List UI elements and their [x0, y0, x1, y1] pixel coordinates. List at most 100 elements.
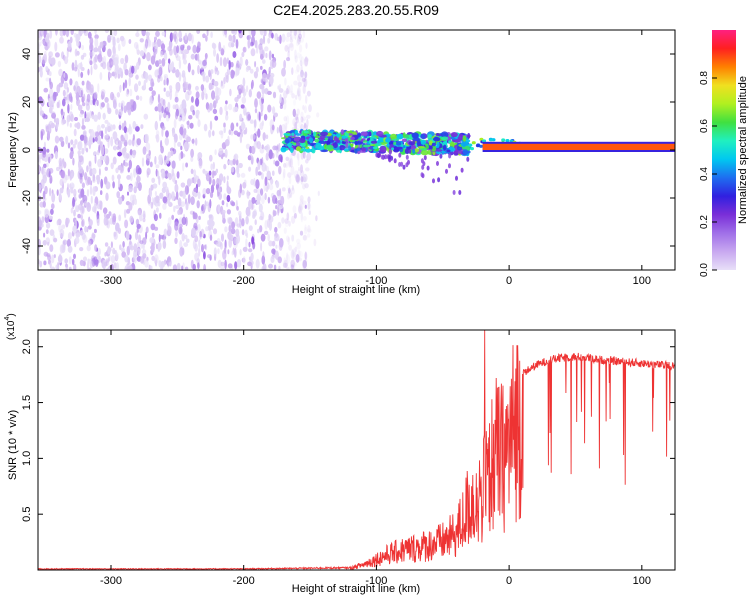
noise-cell: [197, 178, 201, 188]
noise-cell: [274, 226, 278, 233]
noise-cell: [218, 130, 224, 135]
noise-cell: [134, 231, 139, 241]
noise-cell: [186, 238, 190, 243]
noise-cell: [303, 57, 309, 67]
noise-cell: [275, 197, 278, 205]
noise-cell: [181, 265, 184, 270]
noise-cell: [103, 154, 107, 163]
noise-cell: [209, 254, 212, 261]
noise-cell: [297, 87, 301, 97]
noise-cell: [171, 167, 175, 177]
noise-cell: [251, 79, 254, 89]
noise-cell: [104, 242, 109, 247]
noise-cell: [261, 94, 265, 99]
noise-cell: [175, 205, 180, 209]
noise-cell: [283, 162, 287, 168]
noise-cell: [256, 91, 262, 99]
noise-cell: [105, 181, 111, 190]
noise-cell: [304, 256, 307, 265]
noise-cell: [307, 225, 311, 233]
echo-cell: [314, 138, 320, 143]
noise-cell: [186, 121, 190, 125]
echo-tail-cell: [393, 158, 397, 164]
noise-cell: [55, 52, 60, 58]
noise-cell: [49, 244, 54, 253]
noise-cell: [124, 219, 129, 229]
noise-cell: [287, 185, 291, 192]
noise-cell: [253, 141, 258, 149]
noise-cell: [51, 203, 55, 210]
noise-cell: [123, 120, 127, 129]
noise-cell: [303, 57, 309, 67]
noise-cell: [175, 69, 180, 78]
echo-tail-cell: [436, 161, 439, 166]
noise-cell: [294, 94, 298, 100]
noise-cell: [275, 148, 279, 158]
noise-cell: [123, 146, 127, 153]
echo-cell: [376, 143, 382, 146]
noise-cell: [54, 150, 58, 160]
noise-cell: [143, 113, 149, 120]
noise-cell: [101, 102, 105, 108]
noise-cell: [126, 175, 131, 180]
noise-cell: [208, 69, 211, 77]
noise-cell: [297, 168, 302, 177]
noise-cell: [294, 122, 298, 130]
noise-cell: [225, 114, 229, 121]
echo-cell: [427, 134, 433, 139]
noise-cell: [92, 98, 96, 106]
noise-cell: [93, 114, 98, 122]
noise-cell: [257, 228, 260, 234]
noise-cell: [159, 192, 164, 199]
noise-cell: [176, 171, 180, 179]
noise-cell: [100, 190, 103, 196]
noise-cell: [97, 53, 103, 63]
echo-cell: [290, 147, 294, 153]
noise-cell: [80, 205, 85, 215]
noise-cell: [208, 129, 212, 138]
noise-cell: [44, 210, 49, 218]
noise-cell: [145, 226, 149, 234]
noise-cell: [123, 105, 127, 114]
noise-cell: [238, 162, 243, 169]
echo-cell: [482, 139, 487, 143]
noise-cell: [94, 34, 99, 40]
noise-cell: [275, 180, 280, 189]
noise-cell: [173, 118, 177, 129]
noise-cell: [62, 239, 68, 246]
noise-cell: [187, 32, 192, 42]
noise-cell: [265, 134, 269, 140]
noise-cell: [304, 56, 309, 67]
noise-cell: [308, 210, 311, 215]
noise-cell: [304, 204, 307, 209]
colorbar-scale: [712, 30, 736, 270]
line-core: [482, 143, 675, 150]
noise-cell: [94, 54, 98, 63]
noise-cell: [142, 253, 147, 259]
spectrogram-y-tick-label: 40: [21, 48, 33, 60]
noise-cell: [247, 114, 251, 121]
noise-cell: [251, 145, 256, 155]
noise-cell: [307, 202, 311, 210]
noise-cell: [298, 33, 302, 39]
noise-cell: [70, 30, 74, 35]
echo-cell: [362, 144, 371, 148]
noise-cell: [304, 226, 308, 235]
noise-cell: [192, 263, 196, 270]
noise-cell: [241, 51, 245, 58]
noise-cell: [69, 111, 74, 122]
noise-cell: [136, 175, 141, 183]
noise-cell: [70, 30, 74, 35]
noise-cell: [287, 236, 290, 246]
echo-cell: [424, 143, 429, 146]
noise-cell: [183, 128, 187, 136]
noise-cell: [281, 187, 286, 192]
noise-cell: [155, 207, 159, 213]
noise-cell: [194, 243, 198, 252]
spectrogram-x-label: Height of straight line (km): [292, 284, 420, 296]
noise-cell: [41, 216, 45, 224]
noise-cell: [138, 80, 141, 86]
noise-cell: [66, 239, 71, 248]
noise-cell: [124, 54, 129, 64]
noise-cell: [115, 222, 120, 232]
